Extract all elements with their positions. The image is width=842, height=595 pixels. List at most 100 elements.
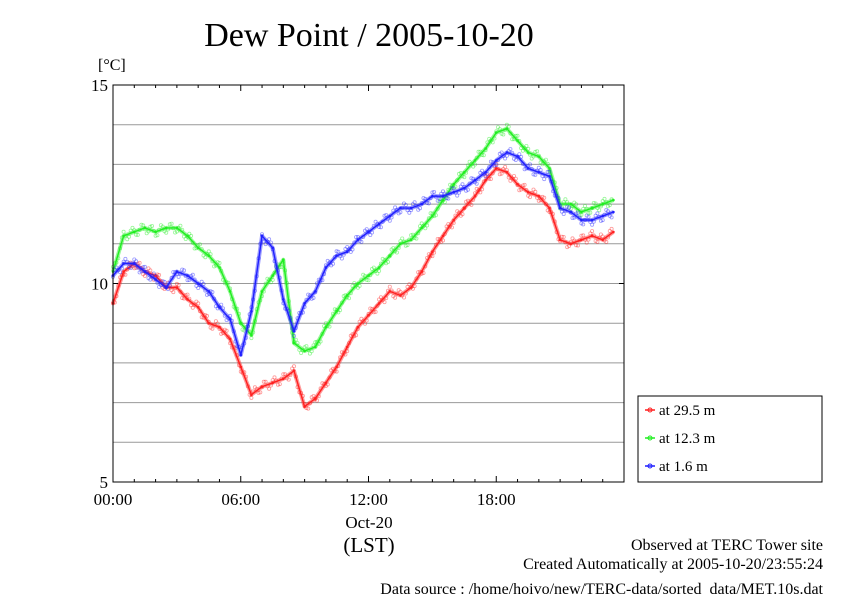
data-sample	[504, 153, 509, 158]
series-line	[112, 151, 614, 356]
data-sample	[449, 225, 454, 230]
data-sample	[204, 313, 209, 318]
data-sample	[320, 381, 325, 386]
data-sample	[295, 341, 300, 346]
data-point	[314, 290, 317, 293]
data-sample	[480, 187, 485, 192]
data-point	[218, 266, 221, 269]
data-sample	[579, 221, 584, 226]
data-sample	[387, 218, 392, 223]
data-sample	[173, 230, 178, 235]
data-sample	[228, 313, 233, 318]
series-line	[112, 127, 614, 352]
data-point	[431, 214, 434, 218]
data-point	[420, 270, 424, 273]
data-point	[580, 238, 583, 242]
data-sample	[141, 265, 146, 270]
data-sample	[563, 197, 568, 202]
data-sample	[588, 210, 593, 215]
data-point	[526, 190, 530, 194]
data-sample	[219, 331, 224, 336]
series-2	[111, 122, 615, 356]
legend: at 29.5 m at 12.3 m at 1.6 m	[637, 395, 823, 483]
data-sample	[412, 284, 417, 289]
data-point	[495, 167, 498, 170]
data-sample	[542, 177, 547, 182]
data-sample	[437, 199, 442, 204]
data-point	[409, 206, 413, 210]
data-point	[537, 171, 541, 174]
data-sample	[517, 188, 522, 193]
data-sample	[469, 161, 474, 166]
data-point	[143, 270, 147, 273]
data-point	[367, 274, 370, 277]
data-sample	[267, 237, 272, 242]
data-point	[463, 206, 466, 210]
data-sample	[501, 132, 506, 137]
data-sample	[185, 292, 190, 297]
data-sample	[354, 283, 359, 288]
data-sample	[440, 238, 445, 243]
data-sample	[323, 321, 328, 326]
data-point	[335, 310, 338, 313]
data-sample	[410, 202, 415, 207]
data-point	[345, 294, 349, 297]
data-sample	[196, 285, 201, 290]
data-sample	[181, 296, 186, 301]
x-tick-label: 06:00	[221, 490, 260, 509]
data-sample	[387, 284, 392, 289]
data-sample	[134, 232, 139, 237]
data-sample	[574, 202, 579, 207]
data-sample	[369, 266, 374, 271]
data-sample	[444, 224, 449, 229]
data-sample	[338, 308, 343, 313]
data-sample	[290, 366, 295, 371]
data-sample	[464, 199, 469, 204]
data-sample	[543, 201, 548, 206]
data-sample	[127, 265, 132, 270]
data-sample	[329, 368, 334, 373]
data-point	[601, 238, 604, 242]
data-sample	[325, 258, 330, 263]
data-sample	[533, 149, 538, 154]
data-sample	[481, 171, 486, 176]
data-sample	[488, 159, 493, 164]
data-point	[452, 190, 456, 194]
data-point	[207, 321, 211, 325]
data-sample	[480, 168, 485, 173]
data-sample	[435, 198, 440, 203]
data-sample	[540, 162, 545, 167]
data-sample	[506, 124, 511, 129]
data-sample	[540, 194, 545, 199]
data-point	[228, 317, 232, 321]
data-sample	[559, 209, 564, 214]
data-sample	[598, 232, 603, 237]
data-sample	[417, 206, 422, 211]
data-sample	[155, 233, 160, 238]
data-sample	[345, 245, 350, 250]
data-sample	[435, 236, 440, 241]
data-sample	[506, 175, 511, 180]
data-sample	[162, 279, 167, 284]
data-point	[260, 290, 264, 293]
data-sample	[261, 379, 266, 384]
data-sample	[520, 183, 525, 188]
data-sample	[437, 197, 442, 202]
data-point	[452, 218, 456, 222]
data-sample	[391, 246, 396, 251]
data-sample	[503, 164, 508, 169]
data-sample	[389, 215, 394, 220]
data-sample	[455, 209, 460, 214]
data-sample	[561, 211, 566, 216]
data-sample	[306, 406, 311, 411]
data-sample	[398, 210, 403, 215]
data-point	[207, 290, 211, 293]
data-point	[282, 258, 285, 262]
data-sample	[361, 319, 366, 324]
data-sample	[520, 148, 525, 153]
data-sample	[361, 272, 366, 277]
data-point	[154, 230, 157, 234]
data-point	[377, 302, 381, 305]
data-sample	[579, 233, 584, 238]
data-sample	[137, 270, 142, 275]
